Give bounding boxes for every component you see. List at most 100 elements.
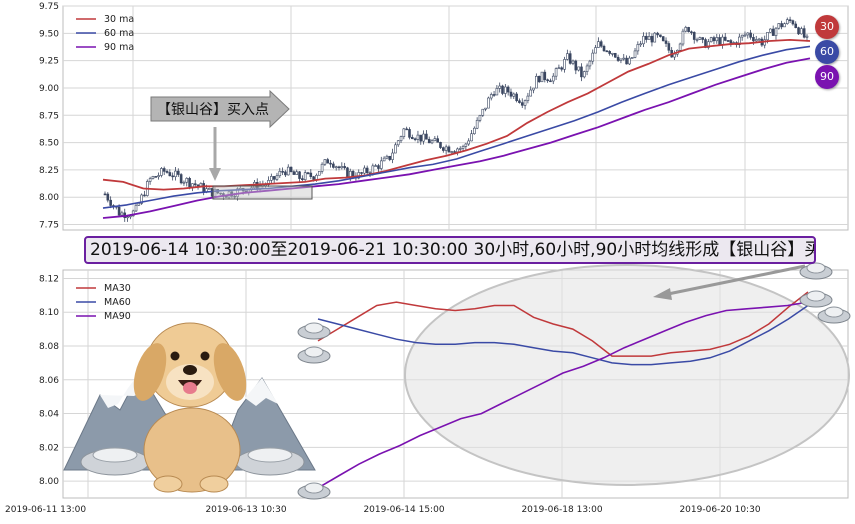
candle-body: [613, 52, 617, 58]
candle-body: [447, 146, 451, 153]
candle-body: [577, 66, 580, 71]
candle-body: [664, 40, 668, 44]
candle-body: [774, 27, 778, 36]
candle-body: [416, 134, 420, 140]
dog-paw-right: [199, 475, 229, 493]
dog-ear-left: [133, 343, 167, 401]
candle-body: [185, 178, 189, 183]
candle-body: [137, 203, 141, 206]
candle-body: [487, 97, 490, 109]
candle-body: [430, 140, 434, 144]
candle-body: [656, 32, 659, 36]
ingot-icon-2-top: [304, 346, 324, 358]
candle-body: [659, 34, 662, 37]
candle-body: [695, 39, 699, 41]
candle-body: [788, 19, 792, 21]
candle-body: [315, 174, 318, 180]
candle-body: [560, 67, 564, 70]
candle-body: [126, 216, 129, 219]
candle-body: [520, 102, 524, 106]
candle-body: [622, 57, 626, 60]
bottom-y-tick-label: 8.10: [39, 308, 59, 318]
candle-body: [712, 37, 716, 42]
candle-body: [749, 32, 752, 38]
candle-body: [160, 168, 163, 176]
candle-body: [346, 167, 349, 178]
candle-body: [301, 178, 304, 181]
candle-body: [391, 152, 394, 160]
candle-body: [143, 194, 146, 197]
candle-body: [385, 155, 389, 159]
candle-body: [526, 95, 530, 101]
candle-body: [512, 93, 516, 97]
candle-body: [360, 172, 363, 174]
candle-body: [543, 71, 547, 81]
candle-body: [337, 166, 341, 169]
ingot-icon-4-top: [806, 262, 826, 274]
candle-body: [464, 143, 468, 147]
top-y-tick-label: 9.50: [39, 29, 59, 39]
candle-body: [690, 31, 693, 34]
candle-body: [509, 91, 513, 97]
candle-body: [594, 47, 597, 54]
candle-body: [535, 75, 538, 89]
candle-body: [174, 170, 177, 178]
bottom-y-tick-label: 8.04: [39, 410, 59, 420]
ma90-line: [102, 57, 811, 219]
candle-body: [726, 40, 730, 42]
candle-body: [405, 128, 408, 131]
candle-body: [272, 176, 276, 180]
candle-body: [647, 35, 651, 40]
ingot-icon-5-top: [806, 290, 826, 302]
candle-body: [492, 94, 496, 96]
candle-body: [148, 178, 152, 182]
ma60-line: [102, 45, 811, 209]
candle-body: [334, 166, 338, 169]
candle-body: [475, 119, 479, 129]
candle-body: [785, 19, 789, 24]
bottom-x-tick-label: 2019-06-14 15:00: [363, 505, 444, 515]
candle-body: [754, 39, 758, 42]
bottom-x-tick-label: 2019-06-13 10:30: [205, 505, 286, 515]
candle-body: [332, 163, 335, 168]
candle-body: [289, 166, 293, 172]
candle-body: [495, 88, 499, 96]
dog-mountain-illustration: [63, 322, 316, 493]
candle-body: [168, 172, 172, 177]
dog-paw-left: [153, 475, 183, 493]
candle-body: [588, 60, 592, 67]
signal-highlight-box: [212, 185, 313, 200]
candle-body: [320, 163, 324, 172]
candle-body: [557, 67, 561, 70]
candle-body: [715, 37, 719, 42]
candle-body: [794, 23, 798, 28]
candle-body: [467, 140, 470, 145]
top-y-tick-label: 9.00: [39, 84, 59, 94]
candle-body: [109, 199, 112, 206]
candle-body: [709, 37, 713, 43]
candle-body: [450, 151, 454, 153]
candle-body: [554, 68, 558, 77]
candle-body: [233, 195, 236, 198]
candle-body: [805, 35, 809, 38]
candle-body: [537, 75, 541, 83]
candle-body: [681, 30, 685, 45]
candle-body: [419, 134, 423, 142]
top-y-tick-label: 9.25: [39, 57, 59, 67]
candle-body: [740, 34, 744, 38]
candle-body: [117, 206, 121, 216]
candle-body: [379, 160, 383, 169]
candle-body: [625, 57, 628, 65]
candle-body: [549, 80, 552, 83]
candle-body: [444, 146, 448, 151]
candle-body: [292, 171, 296, 175]
candle-body: [388, 155, 392, 160]
candle-body: [673, 53, 676, 58]
ma90-badge: 90: [815, 65, 839, 89]
candle-body: [780, 23, 783, 28]
candle-body: [365, 167, 369, 174]
candle-body: [151, 176, 155, 179]
candle-body: [518, 100, 521, 103]
candle-body: [427, 138, 431, 144]
